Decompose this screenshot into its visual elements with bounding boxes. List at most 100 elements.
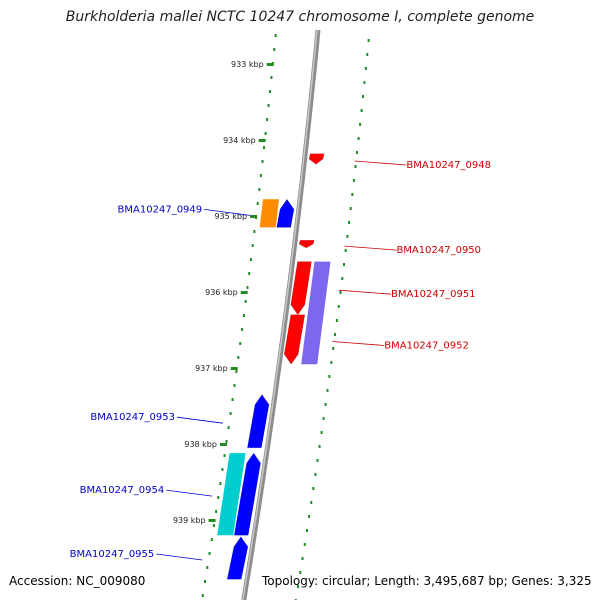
gc-dot	[308, 515, 311, 518]
feature-bar	[217, 453, 246, 536]
gc-dot	[367, 39, 370, 42]
gc-dot	[258, 188, 261, 191]
feature-bar	[259, 199, 279, 228]
gene-leader-line	[176, 416, 224, 424]
gc-dot	[344, 249, 347, 252]
gc-dot	[267, 104, 270, 107]
gene-label: BMA10247_0955	[70, 549, 155, 560]
gc-dot	[253, 230, 256, 233]
gene-arrow	[290, 261, 312, 316]
feature-track	[217, 199, 331, 536]
gc-dot	[241, 328, 244, 331]
gc-dot	[349, 207, 352, 210]
gene-label: BMA10247_0952	[384, 341, 469, 352]
gc-dot	[342, 263, 345, 266]
gc-dot	[337, 305, 340, 308]
gc-dot	[248, 272, 251, 275]
tick-label: 939 kbp	[173, 516, 206, 525]
gc-dot	[235, 370, 238, 373]
gene-arrow	[233, 452, 261, 536]
gc-dot	[219, 482, 222, 485]
gc-dot	[208, 552, 211, 555]
gc-dot	[231, 398, 234, 401]
gc-dot	[249, 258, 252, 261]
gene-arrow	[308, 153, 325, 165]
gc-dot	[363, 81, 366, 84]
gc-dot	[318, 445, 321, 448]
gc-dot	[330, 361, 333, 364]
tick-mark	[219, 443, 227, 446]
gc-dot	[341, 277, 344, 280]
tick-label: 937 kbp	[195, 364, 228, 373]
gc-dot	[351, 193, 354, 196]
gc-dot	[299, 571, 302, 574]
gene-leader-line	[344, 245, 397, 251]
feature-bar	[301, 261, 331, 365]
gc-dot	[206, 566, 209, 569]
gc-dot	[223, 454, 226, 457]
gene-leader-line	[354, 160, 407, 166]
chromosome-backbone	[241, 29, 321, 600]
gc-dot	[212, 524, 215, 527]
gene-leader-line	[204, 208, 251, 216]
gc-dot	[312, 487, 315, 490]
gc-dot	[244, 300, 247, 303]
gc-dot	[301, 557, 304, 560]
gc-dot	[239, 342, 242, 345]
gene-label: BMA10247_0953	[90, 412, 175, 423]
gene-label: BMA10247_0949	[118, 204, 203, 215]
gene-labels: BMA10247_0948 BMA10247_0949 BMA10247_0950 B…	[70, 160, 491, 561]
gc-dot	[326, 389, 329, 392]
tick-marks: 933 kbp 934 kbp 935 kbp 936 kbp 937 kbp 938 k…	[173, 60, 274, 525]
tick-mark	[250, 215, 258, 218]
gc-dot	[269, 90, 272, 93]
gc-dot	[332, 347, 335, 350]
tick-mark	[258, 139, 266, 142]
gc-dot	[266, 118, 269, 121]
gc-dot	[346, 235, 349, 238]
gene-label: BMA10247_0950	[396, 245, 481, 256]
gc-dot	[251, 244, 254, 247]
gc-dot	[356, 151, 359, 154]
gc-dot	[314, 473, 317, 476]
gene-leader-line	[156, 553, 203, 561]
gc-dot	[210, 538, 213, 541]
gc-dot	[233, 384, 236, 387]
gene-arrow	[298, 240, 315, 249]
gc-dot	[352, 179, 355, 182]
accession-text: Accession: NC_009080	[9, 574, 146, 588]
gc-dot	[201, 594, 204, 597]
gene-track	[226, 153, 325, 580]
gc-dot	[261, 160, 264, 163]
gc-dot	[364, 67, 367, 70]
backbone-highlight	[242, 29, 318, 600]
gc-dot	[225, 440, 228, 443]
gc-dot	[204, 580, 207, 583]
gc-dot	[334, 333, 337, 336]
backbone-group	[241, 29, 321, 600]
map-title: Burkholderia mallei NCTC 10247 chromosom…	[65, 9, 535, 25]
tick-mark	[240, 291, 248, 294]
gc-dot	[237, 356, 240, 359]
gc-dot	[320, 431, 323, 434]
gc-dot	[242, 314, 245, 317]
tick-mark	[266, 63, 274, 66]
gc-dot	[366, 53, 369, 56]
gene-label: BMA10247_0948	[406, 160, 491, 171]
tick-label: 935 kbp	[214, 212, 247, 221]
gc-dot	[322, 417, 325, 420]
gc-dot	[270, 76, 273, 79]
gene-leader-line	[166, 489, 213, 497]
gene-arrow	[247, 394, 270, 449]
gc-dot	[221, 468, 224, 471]
gc-dot	[324, 403, 327, 406]
gc-dot	[256, 202, 259, 205]
gc-dot	[229, 412, 232, 415]
gc-dot	[362, 95, 365, 98]
gc-dot	[316, 459, 319, 462]
gc-dot	[297, 585, 300, 588]
gc-dot	[263, 146, 266, 149]
gene-leader-line	[338, 289, 391, 295]
